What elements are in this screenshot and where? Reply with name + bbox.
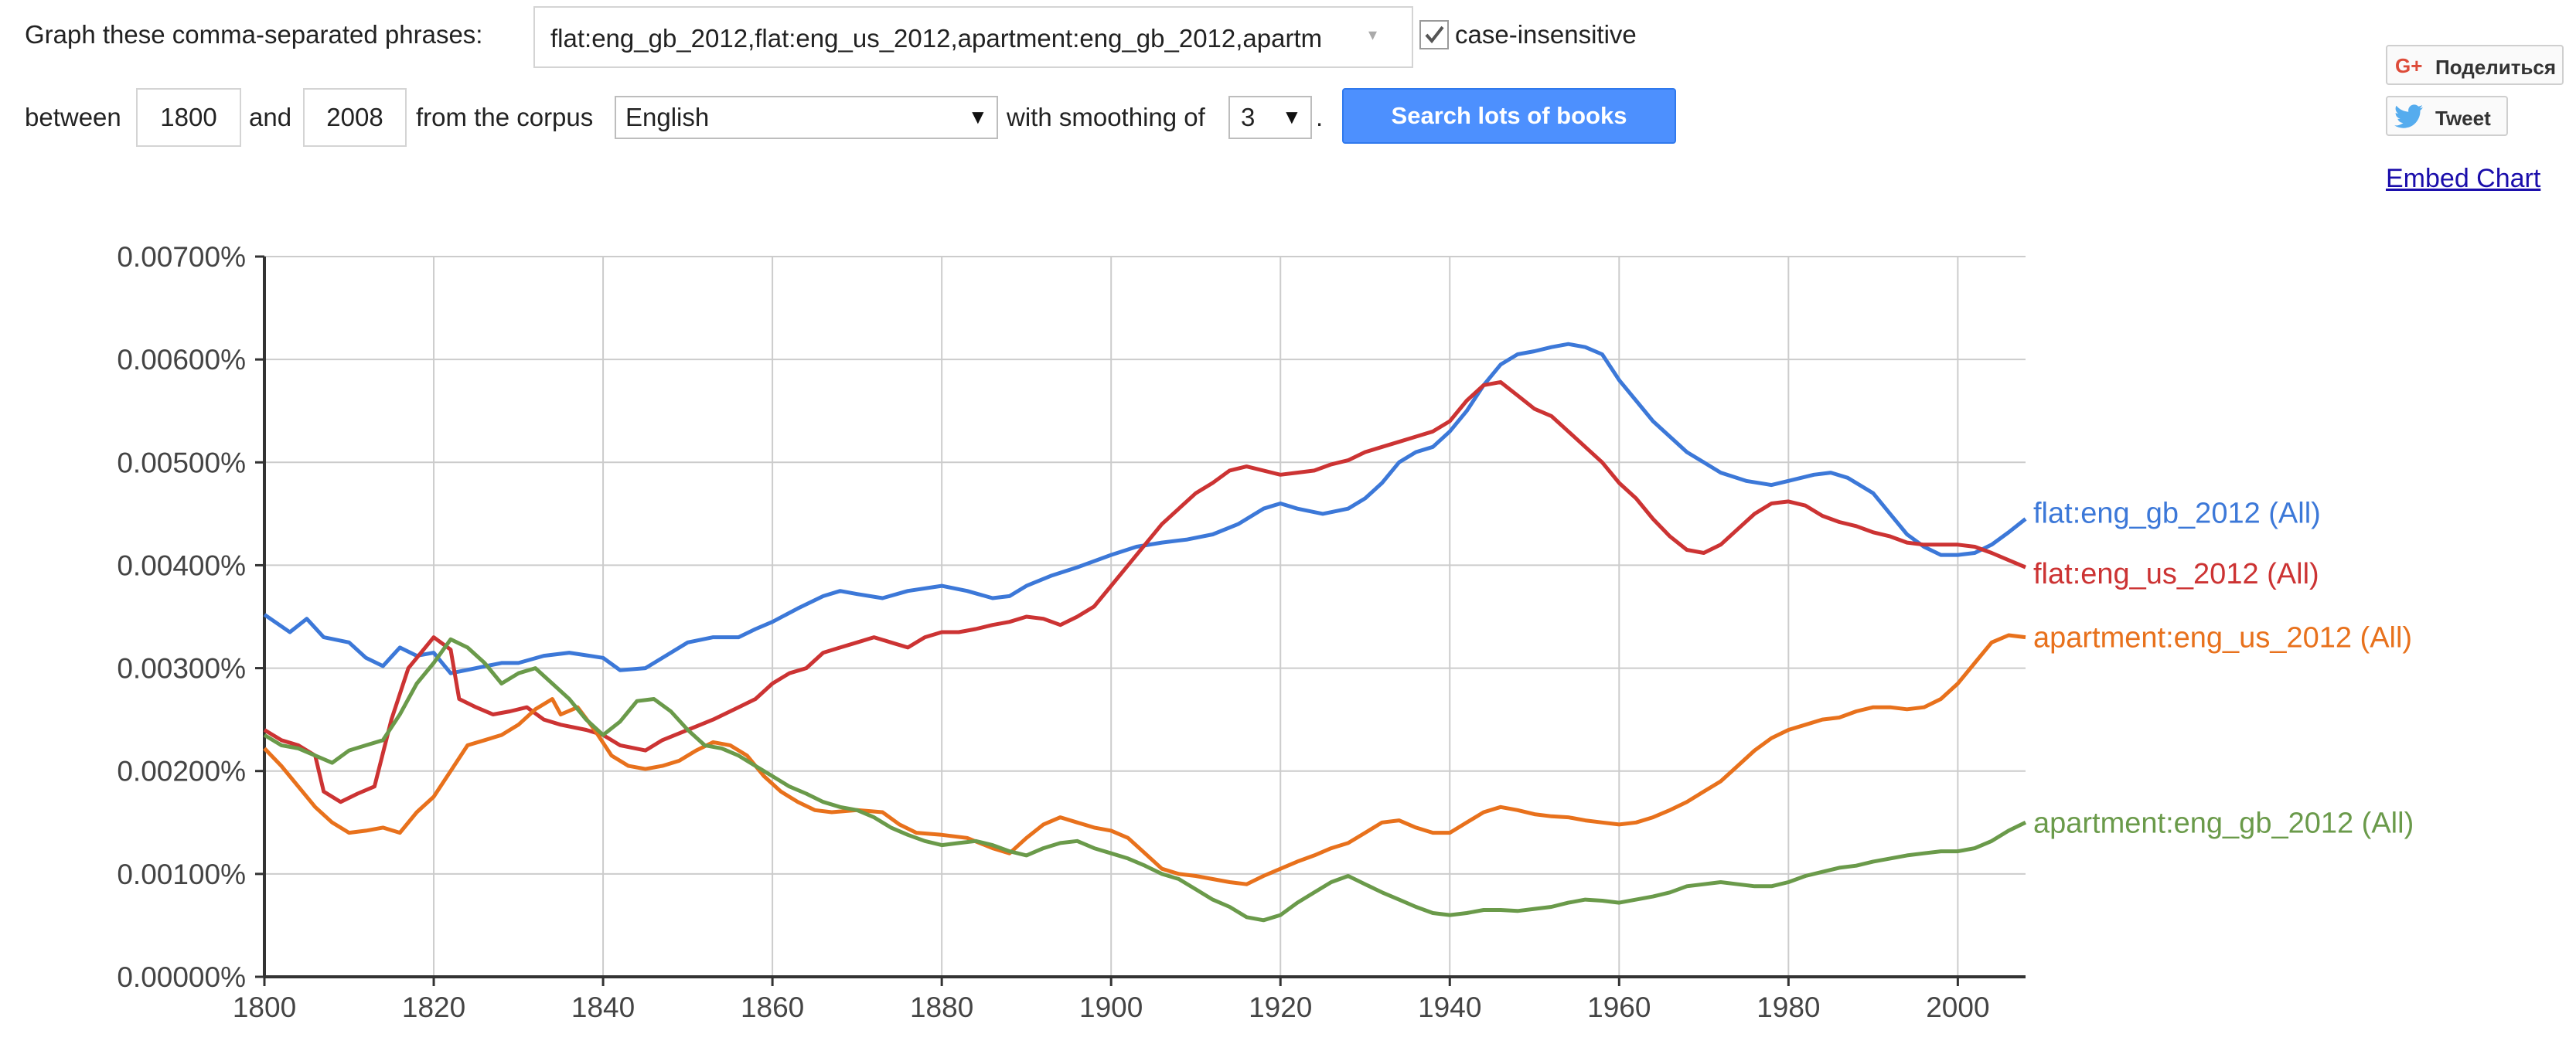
series-line [263, 342, 2027, 675]
smoothing-select[interactable]: 3 [1228, 96, 1312, 139]
series-end-label: flat:eng_us_2012 (All) [2033, 558, 2319, 590]
google-plus-share-button[interactable]: G+ Поделиться [2386, 45, 2564, 85]
year-end-input[interactable]: 2008 [303, 88, 407, 147]
case-insensitive-label: case-insensitive [1455, 20, 1637, 49]
chevron-down-icon[interactable]: ▾ [1368, 25, 1378, 44]
series-line [263, 637, 2027, 923]
phrases-label: Graph these comma-separated phrases: [25, 20, 483, 49]
x-tick-label: 1980 [1757, 991, 1820, 1023]
phrases-input[interactable]: flat:eng_gb_2012,flat:eng_us_2012,apartm… [533, 6, 1413, 68]
corpus-label: from the corpus [416, 103, 594, 131]
phrases-input-value: flat:eng_gb_2012,flat:eng_us_2012,apartm… [550, 24, 1323, 53]
x-tick-label: 1960 [1587, 991, 1651, 1023]
y-tick-label: 0.00300% [117, 653, 246, 685]
year-start-input[interactable]: 1800 [136, 88, 241, 147]
google-plus-icon: G+ [2395, 54, 2423, 77]
x-tick-label: 1800 [233, 991, 296, 1023]
series-end-label: apartment:eng_gb_2012 (All) [2033, 807, 2414, 839]
checkmark-icon [1425, 26, 1444, 44]
tweet-button[interactable]: Tweet [2386, 96, 2508, 136]
series-line [263, 633, 2026, 886]
search-button[interactable]: Search lots of books [1342, 88, 1676, 144]
period-text: . [1316, 103, 1324, 131]
y-tick-label: 0.00200% [117, 756, 246, 787]
dropdown-arrow-icon[interactable]: ▼ [968, 105, 988, 128]
y-tick-label: 0.00500% [117, 447, 246, 478]
google-plus-share-label: Поделиться [2435, 56, 2557, 79]
y-tick-label: 0.00000% [117, 961, 246, 993]
corpus-select-value: English [625, 103, 710, 131]
y-tick-label: 0.00700% [117, 241, 246, 273]
x-tick-label: 1880 [910, 991, 973, 1023]
x-tick-label: 2000 [1926, 991, 1989, 1023]
tweet-label: Tweet [2435, 107, 2491, 130]
corpus-select[interactable]: English [615, 96, 998, 139]
smoothing-label: with smoothing of [1007, 103, 1205, 131]
x-tick-label: 1820 [402, 991, 465, 1023]
and-label: and [249, 103, 292, 131]
y-tick-label: 0.00400% [117, 549, 246, 581]
embed-chart-link[interactable]: Embed Chart [2386, 164, 2541, 193]
x-tick-label: 1920 [1249, 991, 1312, 1023]
x-tick-label: 1860 [741, 991, 804, 1023]
y-tick-label: 0.00600% [117, 344, 246, 376]
series-end-label: flat:eng_gb_2012 (All) [2033, 498, 2321, 530]
case-insensitive-checkbox[interactable] [1419, 20, 1449, 49]
smoothing-select-value: 3 [1241, 103, 1256, 131]
x-tick-label: 1940 [1418, 991, 1481, 1023]
twitter-bird-icon [2394, 104, 2423, 128]
series-end-label: apartment:eng_us_2012 (All) [2033, 622, 2412, 655]
between-label: between [25, 103, 121, 131]
y-tick-label: 0.00100% [117, 859, 246, 890]
dropdown-arrow-icon[interactable]: ▼ [1282, 105, 1302, 128]
x-tick-label: 1840 [571, 991, 635, 1023]
series-line [263, 379, 2026, 804]
x-tick-label: 1900 [1079, 991, 1143, 1023]
